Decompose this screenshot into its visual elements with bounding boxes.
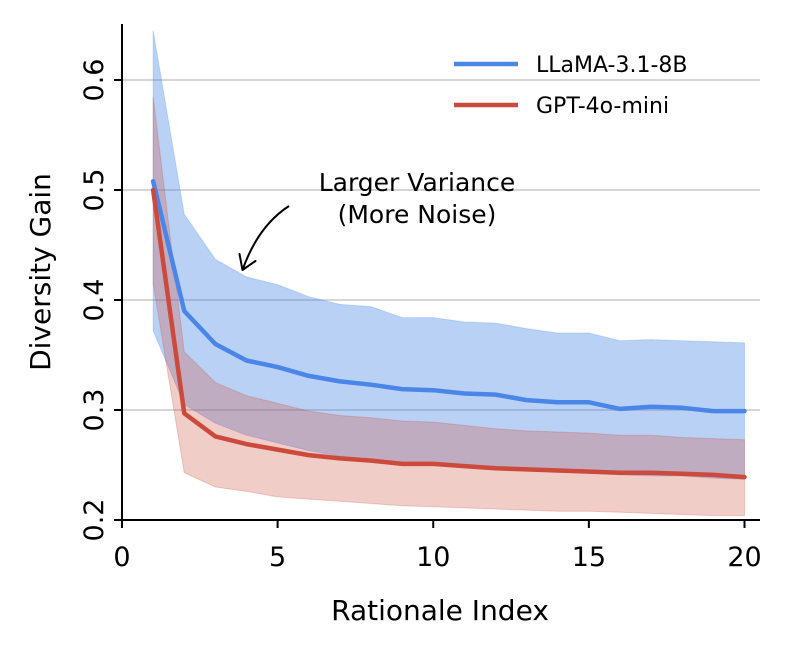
axes [121, 24, 760, 521]
legend-label: LLaMA-3.1-8B [536, 53, 688, 78]
annotation-arrow [241, 205, 290, 271]
x-axis-title: Rationale Index [331, 594, 549, 627]
series-line-llama [150, 178, 747, 414]
y-tick-label: 0.3 [79, 389, 110, 432]
series-lines [150, 178, 747, 480]
legend: LLaMA-3.1-8B GPT-4o-mini [454, 53, 688, 119]
y-tick-label: 0.5 [79, 169, 110, 212]
legend-label: GPT-4o-mini [536, 94, 669, 119]
y-tick-label: 0.4 [79, 279, 110, 322]
ticks: 0 5 10 15 20 0.2 0.3 0.4 0.5 0.6 [79, 59, 762, 573]
variance-band-gpt [152, 96, 745, 517]
grid [122, 79, 760, 411]
annotation-text: (More Noise) [338, 200, 497, 229]
series-line-gpt [150, 187, 747, 480]
annotation-text: Larger Variance [319, 168, 516, 197]
y-tick-label: 0.2 [79, 499, 110, 542]
annotation-arrowhead [238, 253, 257, 271]
y-axis-title: Diversity Gain [24, 173, 57, 371]
x-tick-label: 10 [416, 542, 450, 573]
x-tick-label: 20 [727, 542, 761, 573]
y-tick-label: 0.6 [79, 59, 110, 102]
x-tick-label: 15 [572, 542, 606, 573]
x-tick-label: 0 [113, 542, 130, 573]
x-tick-label: 5 [269, 542, 286, 573]
annotation: Larger Variance (More Noise) [238, 168, 516, 271]
